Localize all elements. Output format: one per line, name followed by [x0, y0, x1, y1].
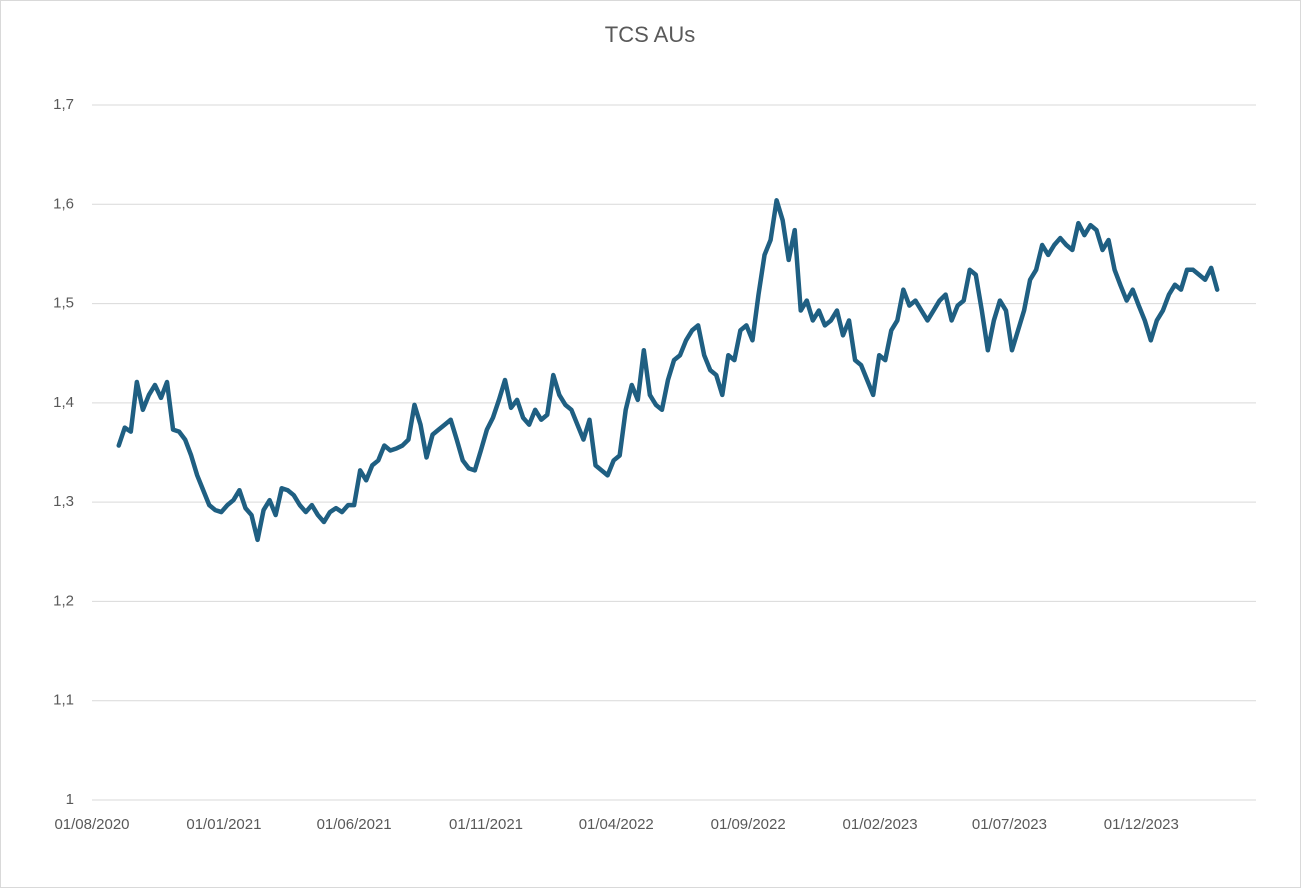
y-tick-label: 1,6	[53, 195, 74, 212]
y-tick-label: 1,4	[53, 394, 74, 411]
y-tick-label: 1,1	[53, 692, 74, 709]
y-tick-label: 1,5	[53, 295, 74, 312]
x-tick-label: 01/08/2020	[54, 816, 129, 833]
y-tick-label: 1,2	[53, 592, 74, 609]
x-tick-label: 01/09/2022	[711, 816, 786, 833]
chart-title: TCS AUs	[605, 22, 695, 47]
x-tick-label: 01/07/2023	[972, 816, 1047, 833]
x-tick-label: 01/02/2023	[843, 816, 918, 833]
y-tick-label: 1	[66, 791, 74, 808]
y-tick-label: 1,3	[53, 493, 74, 510]
data-line	[116, 198, 1220, 543]
x-tick-label: 01/12/2023	[1104, 816, 1179, 833]
x-tick-label: 01/06/2021	[317, 816, 392, 833]
y-tick-label: 1,7	[53, 96, 74, 113]
x-tick-label: 01/01/2021	[186, 816, 261, 833]
x-tick-label: 01/11/2021	[449, 816, 523, 833]
x-tick-label: 01/04/2022	[579, 816, 654, 833]
